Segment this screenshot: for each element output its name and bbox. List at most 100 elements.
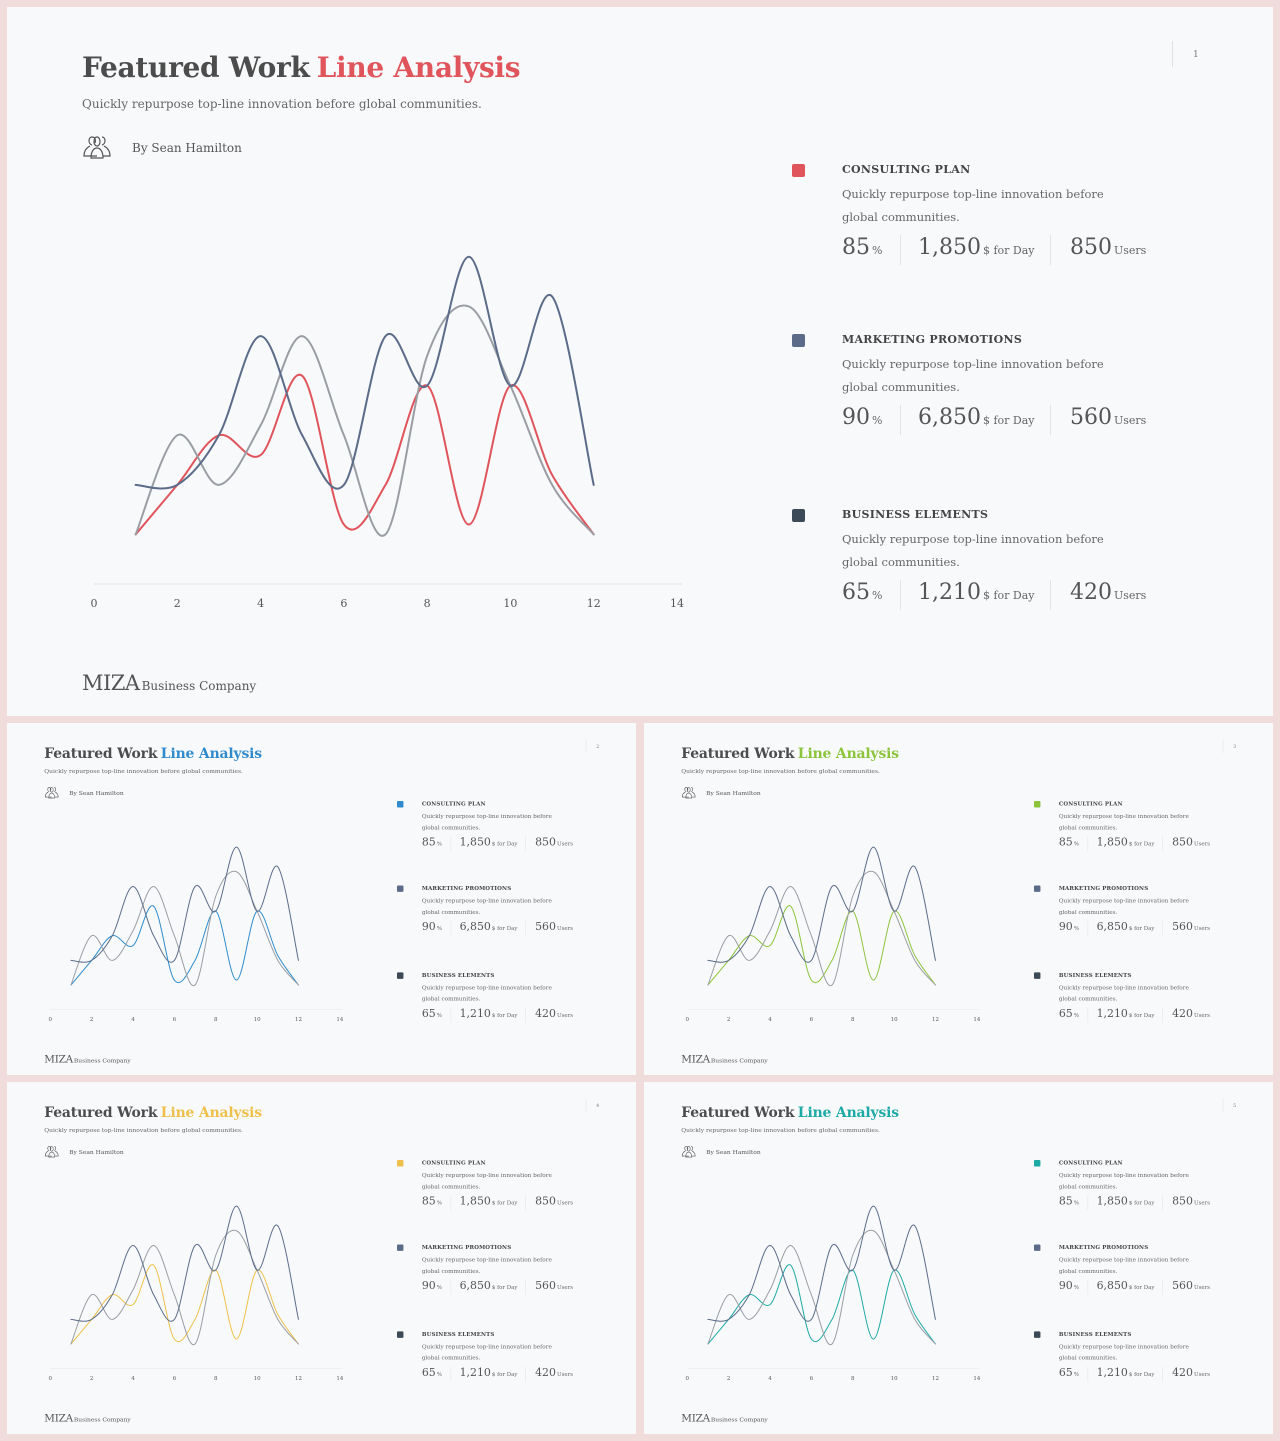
- stat-divider: [1050, 580, 1051, 610]
- chart-area: 0 2 4 6 8 10 12 14: [37, 837, 355, 1031]
- stat-unit: %: [1073, 1199, 1079, 1207]
- stat-value: 1,850: [459, 1195, 491, 1208]
- author-name: By Sean Hamilton: [132, 141, 242, 155]
- x-tick-label: 14: [336, 1017, 343, 1023]
- stat-users: 850Users: [535, 836, 573, 848]
- stat-users: 850Users: [1172, 1195, 1210, 1207]
- stat-value: 1,850: [459, 836, 491, 849]
- legend-item-title: MARKETING PROMOTIONS: [1058, 884, 1149, 892]
- legend-swatch: [396, 885, 404, 892]
- stat-value: 560: [535, 1279, 556, 1293]
- legend-swatch: [1033, 800, 1041, 808]
- x-tick-label: 0: [48, 1376, 52, 1382]
- x-tick-label: 8: [214, 1376, 218, 1382]
- legend-item: CONSULTING PLAN Quickly repurpose top-lin…: [1033, 798, 1253, 868]
- series-line-1: [70, 905, 299, 986]
- brand-name: MIZA: [44, 1411, 73, 1424]
- users-icon: [681, 1146, 696, 1158]
- x-tick-label: 8: [214, 1017, 218, 1023]
- x-tick-label: 0: [685, 1017, 689, 1023]
- brand-logo: MIZABusiness Company: [44, 1053, 131, 1065]
- stat-unit: Users: [1193, 1284, 1211, 1291]
- stat-unit: Users: [556, 925, 574, 932]
- slide-canvas: Featured Work Line Analysis Quickly repurp…: [7, 7, 1273, 716]
- stat-value: 65: [421, 1366, 436, 1380]
- page-number: 1: [1193, 50, 1199, 60]
- x-tick-label: 14: [973, 1017, 980, 1023]
- brand-tagline: Business Company: [73, 1056, 131, 1064]
- page-subtitle: Quickly repurpose top-line innovation be…: [44, 1126, 243, 1134]
- stat-unit: Users: [556, 1012, 574, 1019]
- stat-percent: 65%: [1059, 1008, 1079, 1020]
- stat-unit: $ for Day: [982, 589, 1035, 602]
- chart-area: 0 2 4 6 8 10 12 14: [674, 1196, 992, 1390]
- stat-value: 1,850: [1096, 836, 1128, 849]
- stat-unit: Users: [1114, 589, 1147, 602]
- page-subtitle: Quickly repurpose top-line innovation be…: [82, 97, 482, 111]
- stat-value: 1,850: [918, 235, 981, 260]
- legend-item: CONSULTING PLAN Quickly repurpose top-lin…: [396, 798, 616, 868]
- legend-item-title: MARKETING PROMOTIONS: [421, 1243, 512, 1251]
- stat-value: 850: [1172, 836, 1193, 849]
- x-tick-label: 2: [90, 1017, 93, 1023]
- chart-area: 0 2 4 6 8 10 12 14: [37, 1196, 355, 1390]
- x-tick-label: 4: [257, 597, 264, 610]
- stat-unit: %: [436, 925, 442, 932]
- legend-swatch: [792, 334, 805, 347]
- stat-unit: $ for Day: [491, 1199, 518, 1207]
- line-chart: 0 2 4 6 8 10 12 14: [48, 846, 344, 1023]
- stat-percent: 85%: [1059, 1195, 1079, 1207]
- legend-item: MARKETING PROMOTIONS Quickly repurpose to…: [792, 327, 1232, 467]
- x-tick-label: 12: [295, 1017, 302, 1023]
- stat-value: 6,850: [1096, 920, 1128, 934]
- x-tick-label: 8: [851, 1017, 855, 1023]
- line-chart: 0 2 4 6 8 10 12 14: [685, 846, 981, 1023]
- x-tick-label: 12: [932, 1017, 939, 1023]
- stat-divider: [900, 235, 901, 265]
- stat-row: 90% 6,850$ for Day 560Users: [1059, 920, 1258, 937]
- x-tick-label: 10: [503, 597, 517, 610]
- legend-swatch: [1033, 1244, 1041, 1251]
- stat-percent: 90%: [842, 405, 882, 430]
- x-tick-label: 4: [131, 1376, 135, 1382]
- stat-per-day: 1,850$ for Day: [1097, 836, 1155, 848]
- stat-per-day: 6,850$ for Day: [1097, 1280, 1155, 1292]
- x-tick-label: 8: [851, 1376, 855, 1382]
- stat-value: 560: [1172, 1279, 1193, 1293]
- stat-value: 1,210: [1096, 1366, 1128, 1380]
- stat-percent: 65%: [842, 580, 882, 605]
- stat-row: 65% 1,210$ for Day 420Users: [421, 1366, 621, 1383]
- legend-item: MARKETING PROMOTIONS Quickly repurpose to…: [1033, 882, 1253, 952]
- legend-item-title: CONSULTING PLAN: [1058, 1159, 1123, 1166]
- stat-value: 850: [535, 836, 556, 849]
- x-tick-label: 10: [254, 1376, 261, 1382]
- stat-value: 560: [1172, 920, 1193, 934]
- author-name: By Sean Hamilton: [69, 1148, 124, 1156]
- x-tick-label: 6: [340, 597, 347, 610]
- stat-per-day: 1,850$ for Day: [1097, 1195, 1155, 1207]
- title-main: Featured Work: [44, 1103, 158, 1121]
- title-main: Featured Work: [681, 744, 795, 762]
- legend-item: MARKETING PROMOTIONS Quickly repurpose to…: [396, 882, 616, 952]
- stat-users: 850Users: [535, 1195, 573, 1207]
- title-accent: Line Analysis: [797, 744, 899, 762]
- stat-percent: 90%: [422, 921, 442, 933]
- legend-item: CONSULTING PLAN Quickly repurpose top-lin…: [792, 157, 1232, 297]
- stat-value: 65: [1058, 1007, 1073, 1021]
- series-line-3: [70, 846, 299, 963]
- page-title: Featured Work Line Analysis: [681, 745, 899, 761]
- stat-per-day: 6,850$ for Day: [1097, 921, 1155, 933]
- x-tick-label: 8: [424, 597, 431, 610]
- stat-per-day: 1,850$ for Day: [918, 235, 1035, 260]
- title-main: Featured Work: [681, 1103, 795, 1121]
- stat-per-day: 1,210$ for Day: [1097, 1367, 1155, 1379]
- legend-swatch: [1033, 1159, 1041, 1167]
- stat-value: 850: [1172, 1195, 1193, 1208]
- stat-row: 90% 6,850$ for Day 560Users: [422, 1279, 621, 1296]
- series-line-3: [707, 1205, 936, 1322]
- stat-unit: Users: [556, 1199, 574, 1207]
- stat-value: 85: [421, 836, 436, 849]
- legend-item: BUSINESS ELEMENTS Quickly repurpose top-l…: [1033, 969, 1253, 1039]
- users-icon: [83, 136, 111, 159]
- x-tick-label: 2: [90, 1376, 93, 1382]
